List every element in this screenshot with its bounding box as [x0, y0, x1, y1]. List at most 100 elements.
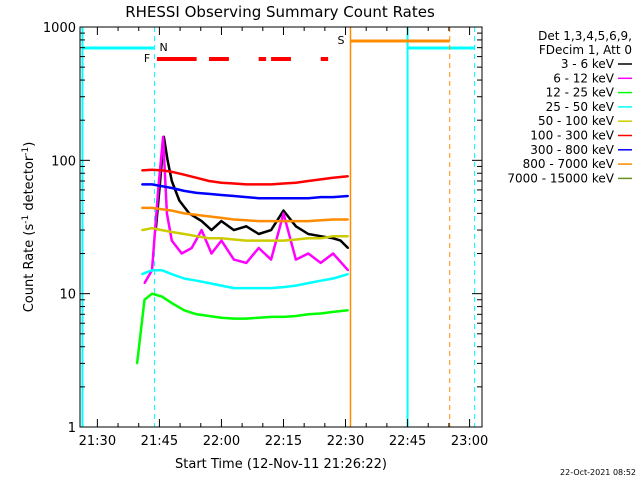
series-point	[332, 237, 335, 240]
series-point	[183, 309, 186, 312]
series-point	[183, 233, 186, 236]
legend-header-line-1: Det 1,3,4,5,6,9,	[538, 29, 632, 43]
series-point	[210, 252, 213, 255]
series-point	[282, 286, 285, 289]
series-point	[307, 220, 310, 223]
series-point	[245, 287, 248, 290]
series-point	[183, 212, 186, 215]
legend: Det 1,3,4,5,6,9, FDecim 1, Att 0 3 - 6 k…	[507, 29, 632, 185]
series-point	[257, 287, 260, 290]
series-point	[232, 195, 235, 198]
x-axis-label: Start Time (12-Nov-11 21:26:22)	[175, 457, 387, 472]
series-point	[150, 183, 153, 186]
series-point	[232, 238, 235, 241]
series-point	[257, 233, 260, 236]
series-point	[170, 170, 173, 173]
x-tick-label: 22:00	[203, 434, 240, 449]
series-point	[141, 206, 144, 209]
series-point	[332, 218, 335, 221]
series-point	[270, 197, 273, 200]
series-point	[141, 229, 144, 232]
series-point	[294, 181, 297, 184]
series-point	[332, 310, 335, 313]
series-point	[307, 237, 310, 240]
series-point	[220, 237, 223, 240]
series-point	[232, 258, 235, 261]
series-line	[135, 292, 349, 364]
series-point	[257, 316, 260, 319]
series-point	[232, 287, 235, 290]
series-point	[170, 209, 173, 212]
series-point	[220, 316, 223, 319]
series-point	[245, 183, 248, 186]
legend-header-line-2: FDecim 1, Att 0	[539, 43, 632, 57]
series-point	[294, 225, 297, 228]
series-point	[165, 212, 168, 215]
series-point	[332, 176, 335, 179]
series-point	[220, 284, 223, 287]
y-axis-label: Count Rate (s-1 detector-1)	[21, 142, 37, 313]
series-point	[339, 239, 342, 242]
series-point	[245, 239, 248, 242]
series-point	[294, 220, 297, 223]
series-point	[220, 216, 223, 219]
observing-flags: N S F	[81, 27, 476, 427]
series-point	[282, 315, 285, 318]
series-point	[282, 197, 285, 200]
series-point	[332, 196, 335, 199]
series-point	[210, 229, 213, 232]
y-axis-label-end: )	[22, 142, 37, 147]
series-point	[232, 218, 235, 221]
series-point	[220, 181, 223, 184]
y-axis-ticks: 1 10 100 1000	[43, 21, 482, 436]
series-point	[347, 273, 349, 276]
series-point	[141, 183, 144, 186]
series-point	[332, 252, 335, 255]
series-point	[347, 235, 349, 238]
saa-flag-label: S	[337, 34, 344, 47]
series-point	[319, 261, 322, 264]
series-point	[294, 314, 297, 317]
series-line	[143, 135, 349, 284]
series-point	[183, 277, 186, 280]
series-point	[208, 192, 211, 195]
series-point	[307, 179, 310, 182]
series-line	[141, 226, 348, 242]
x-tick-label: 22:30	[327, 434, 364, 449]
series-point	[200, 229, 203, 232]
series-line	[142, 183, 349, 200]
plot-frame	[79, 26, 483, 428]
y-tick-label: 1	[68, 421, 76, 436]
series-point	[347, 218, 349, 221]
series-point	[307, 197, 310, 200]
series-point	[282, 212, 285, 215]
series-line	[141, 168, 349, 186]
flare-flag-label: F	[144, 52, 150, 65]
x-tick-label: 21:30	[79, 434, 116, 449]
x-tick-label: 22:15	[265, 434, 302, 449]
series-point	[170, 273, 173, 276]
night-flag-label: N	[159, 41, 167, 54]
series-point	[170, 231, 173, 234]
series-point	[319, 312, 322, 315]
series-point	[307, 313, 310, 316]
y-axis-label-sup2: -1	[21, 147, 31, 156]
series-point	[143, 298, 146, 301]
series-point	[245, 196, 248, 199]
series-point	[160, 208, 163, 211]
series-point	[160, 185, 163, 188]
series-point	[319, 235, 322, 238]
series-point	[170, 187, 173, 190]
series-point	[347, 309, 349, 312]
series-point	[257, 220, 260, 223]
series-point	[141, 273, 144, 276]
y-tick-label: 100	[51, 154, 76, 169]
x-tick-label: 22:45	[389, 434, 426, 449]
footer-date: 22-Oct-2021 08:52	[560, 468, 636, 477]
series-point	[282, 209, 285, 212]
series-point	[270, 239, 273, 242]
series-point	[282, 239, 285, 242]
series-point	[319, 219, 322, 222]
series-point	[319, 237, 322, 240]
series-point	[208, 237, 211, 240]
